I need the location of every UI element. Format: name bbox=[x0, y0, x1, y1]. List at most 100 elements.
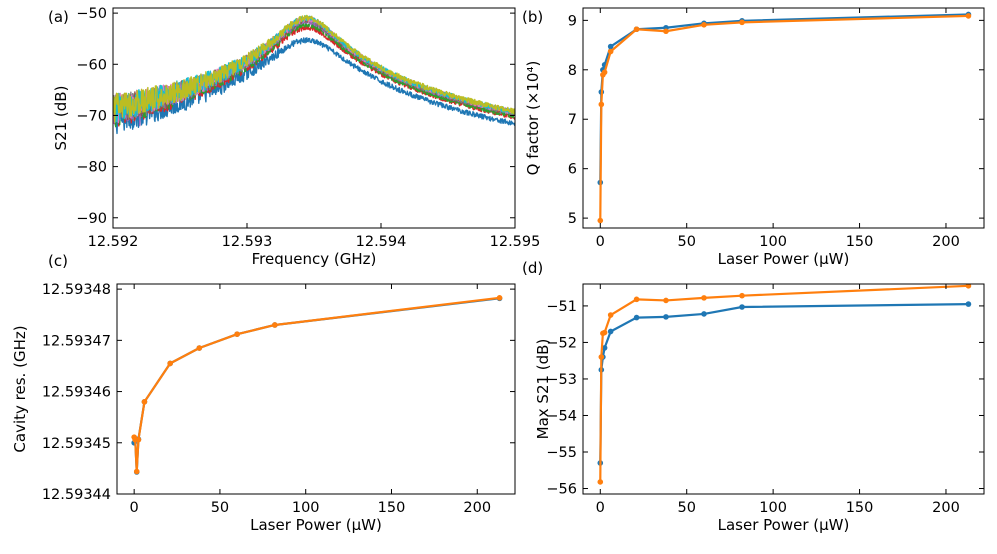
chart-a: (a) 12.592 12.593 12.594 12.595 −90 −80 −70 −60 −… bbox=[48, 6, 540, 268]
chart-d-point-orange-3 bbox=[601, 329, 608, 336]
chart-b-point-orange-5 bbox=[633, 26, 640, 33]
chart-c-frame bbox=[116, 283, 516, 495]
chart-d-xtick-label: 200 bbox=[932, 500, 960, 516]
chart-d-point-blue-6 bbox=[663, 314, 669, 320]
chart-b-line-orange bbox=[599, 14, 969, 221]
chart-b-ylabel: Q factor (×10⁴) bbox=[524, 61, 542, 176]
chart-d-point-orange-4 bbox=[607, 312, 614, 318]
chart-d: (d) 0 50 100 150 200 −56 −55 −54 −53 −52 −51 Laser P… bbox=[522, 259, 985, 534]
chart-a-frame bbox=[112, 7, 516, 229]
chart-a-series-9 bbox=[113, 14, 515, 123]
chart-d-plot-area bbox=[597, 284, 972, 485]
chart-b-point-orange-8 bbox=[739, 19, 745, 26]
chart-b-point-orange-6 bbox=[663, 28, 669, 35]
chart-c-xlabel: Laser Power (μW) bbox=[250, 516, 382, 534]
chart-a-xtick-label: 12.592 bbox=[88, 234, 139, 250]
chart-c-ytick-label: 12.59346 bbox=[42, 385, 111, 401]
chart-b-panel-label: (b) bbox=[522, 8, 543, 26]
chart-b-line-blue bbox=[599, 13, 969, 183]
chart-a-ylabel: S21 (dB) bbox=[52, 86, 70, 151]
chart-d-xtick-label: 150 bbox=[846, 500, 874, 516]
chart-d-point-blue-8 bbox=[739, 304, 745, 310]
chart-c-point-orange-4 bbox=[141, 399, 148, 405]
chart-a-panel-label: (a) bbox=[48, 8, 69, 26]
chart-c-ytick-label: 12.59348 bbox=[42, 282, 111, 298]
chart-b-point-blue-4 bbox=[607, 43, 614, 50]
chart-b-xlabel: Laser Power (μW) bbox=[718, 250, 850, 268]
chart-b-frame bbox=[582, 7, 985, 229]
chart-d-point-orange-9 bbox=[965, 284, 972, 289]
chart-d-frame bbox=[582, 283, 985, 495]
chart-d-point-orange-5 bbox=[633, 296, 640, 303]
chart-d-point-orange-8 bbox=[739, 292, 745, 299]
chart-c-ytick-label: 12.59347 bbox=[42, 333, 111, 349]
chart-a-xtick-label: 12.595 bbox=[490, 234, 541, 250]
chart-b-ytick-label: 7 bbox=[568, 112, 577, 128]
chart-b-point-orange-3 bbox=[601, 69, 608, 76]
chart-d-xtick-label: 50 bbox=[677, 500, 695, 516]
chart-b-point-orange-4 bbox=[607, 48, 614, 55]
chart-d-ytick-label: −56 bbox=[546, 482, 577, 498]
chart-a-ytick-label: −60 bbox=[76, 57, 107, 73]
chart-c-panel-label: (c) bbox=[48, 252, 68, 270]
chart-a-xlabel: Frequency (GHz) bbox=[252, 250, 377, 268]
chart-c-ytick-label: 12.59345 bbox=[42, 436, 111, 452]
chart-b-xtick-label: 200 bbox=[932, 234, 960, 250]
chart-d-line-orange bbox=[599, 284, 969, 482]
chart-b-ytick-label: 8 bbox=[568, 63, 577, 79]
chart-c-xtick-label: 0 bbox=[130, 500, 139, 516]
chart-b-xtick-label: 0 bbox=[596, 234, 605, 250]
chart-c-line-orange bbox=[133, 296, 500, 473]
chart-d-point-blue-7 bbox=[701, 311, 707, 317]
chart-b-ytick-label: 9 bbox=[568, 13, 577, 29]
chart-d-ytick-label: −53 bbox=[546, 372, 577, 388]
chart-d-point-orange-6 bbox=[663, 297, 669, 304]
chart-b-point-orange-7 bbox=[701, 22, 707, 28]
chart-a-plot-area bbox=[113, 14, 515, 135]
chart-a-xtick-label: 12.594 bbox=[356, 234, 407, 250]
chart-b-point-orange-0 bbox=[597, 217, 604, 224]
chart-c-plot-area bbox=[131, 295, 503, 475]
chart-b-plot-area bbox=[597, 11, 972, 224]
chart-d-line-blue bbox=[599, 302, 969, 463]
chart-b-xtick-label: 100 bbox=[759, 234, 787, 250]
chart-c: (c) 0 50 100 150 200 12.59344 12.59345 12.59346 1… bbox=[11, 252, 516, 534]
chart-d-ytick-label: −54 bbox=[546, 408, 577, 424]
chart-d-ytick-label: −55 bbox=[546, 445, 577, 461]
chart-c-point-orange-5 bbox=[167, 360, 173, 367]
chart-b-point-orange-1 bbox=[598, 101, 605, 108]
chart-d-xtick-label: 100 bbox=[759, 500, 787, 516]
chart-d-point-orange-0 bbox=[597, 479, 604, 485]
chart-a-xtick-label: 12.593 bbox=[222, 234, 273, 250]
chart-c-xtick-label: 150 bbox=[378, 500, 406, 516]
chart-c-point-orange-8 bbox=[272, 322, 278, 328]
chart-c-line-blue bbox=[133, 297, 500, 474]
chart-c-point-orange-7 bbox=[234, 331, 240, 338]
chart-b-ytick-label: 6 bbox=[568, 162, 577, 178]
chart-d-point-blue-5 bbox=[633, 314, 640, 321]
chart-b: (b) 0 50 100 150 200 5 6 7 8 9 Laser Power (μW) Q fa… bbox=[522, 7, 985, 268]
chart-d-point-blue-3 bbox=[601, 345, 608, 351]
chart-c-xtick-label: 100 bbox=[292, 500, 320, 516]
chart-d-xtick-label: 0 bbox=[596, 500, 605, 516]
chart-c-xtick-label: 200 bbox=[463, 500, 491, 516]
chart-c-ytick-label: 12.59344 bbox=[42, 487, 111, 503]
chart-b-point-orange-9 bbox=[965, 13, 972, 19]
chart-a-ytick-label: −50 bbox=[76, 6, 107, 22]
chart-a-ytick-label: −90 bbox=[76, 211, 107, 227]
chart-c-point-orange-6 bbox=[196, 345, 203, 351]
chart-d-ytick-label: −52 bbox=[546, 335, 577, 351]
chart-a-ytick-label: −80 bbox=[76, 160, 107, 176]
chart-d-point-orange-7 bbox=[701, 295, 707, 301]
chart-c-point-orange-2 bbox=[133, 468, 140, 475]
chart-c-point-orange-9 bbox=[496, 295, 503, 301]
chart-c-xtick-label: 50 bbox=[211, 500, 229, 516]
chart-d-xlabel: Laser Power (μW) bbox=[718, 516, 850, 534]
chart-d-point-orange-1 bbox=[598, 354, 605, 360]
chart-b-xtick-label: 50 bbox=[677, 234, 695, 250]
chart-b-xtick-label: 150 bbox=[846, 234, 874, 250]
chart-b-ytick-label: 5 bbox=[568, 211, 577, 227]
chart-c-ylabel: Cavity res. (GHz) bbox=[11, 325, 29, 452]
chart-d-ylabel: Max S21 (dB) bbox=[534, 339, 552, 440]
